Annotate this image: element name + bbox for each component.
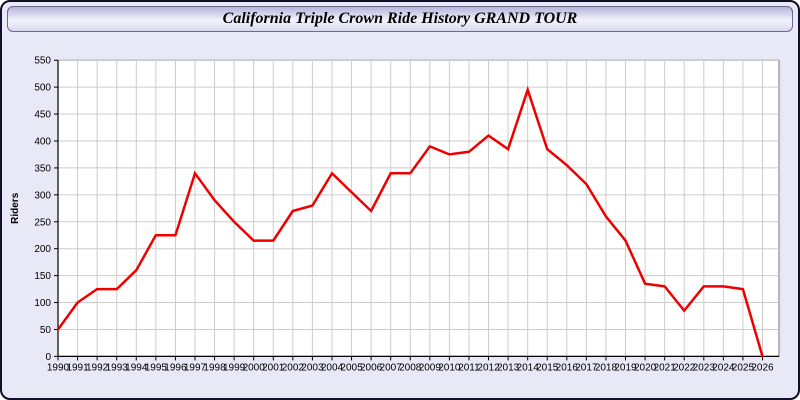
svg-text:2025: 2025 (732, 362, 755, 373)
svg-text:1997: 1997 (184, 362, 207, 373)
svg-text:550: 550 (34, 56, 51, 67)
svg-text:2026: 2026 (751, 362, 774, 373)
svg-text:300: 300 (34, 190, 51, 201)
svg-text:2024: 2024 (712, 362, 735, 373)
svg-text:2003: 2003 (301, 362, 324, 373)
svg-text:50: 50 (40, 325, 52, 336)
svg-text:2008: 2008 (399, 362, 422, 373)
x-axis-labels: 1990199119921993199419951996199719981999… (47, 356, 774, 373)
svg-text:2007: 2007 (380, 362, 403, 373)
svg-text:2021: 2021 (654, 362, 677, 373)
svg-text:2004: 2004 (321, 362, 344, 373)
svg-text:1996: 1996 (164, 362, 187, 373)
svg-text:200: 200 (34, 244, 51, 255)
svg-text:1998: 1998 (203, 362, 226, 373)
svg-text:1995: 1995 (145, 362, 168, 373)
svg-text:2010: 2010 (438, 362, 461, 373)
svg-text:2011: 2011 (458, 362, 480, 373)
chart-title: California Triple Crown Ride History GRA… (222, 10, 578, 27)
svg-text:2018: 2018 (595, 362, 618, 373)
svg-text:2006: 2006 (360, 362, 383, 373)
svg-text:2023: 2023 (693, 362, 716, 373)
svg-text:2020: 2020 (634, 362, 657, 373)
svg-text:2005: 2005 (340, 362, 363, 373)
svg-text:500: 500 (34, 83, 51, 94)
svg-text:1990: 1990 (47, 362, 70, 373)
grid (58, 59, 779, 357)
svg-text:2014: 2014 (517, 362, 540, 373)
svg-text:1991: 1991 (66, 362, 89, 373)
svg-text:2012: 2012 (477, 362, 500, 373)
svg-text:2019: 2019 (614, 362, 637, 373)
svg-text:400: 400 (34, 136, 51, 147)
svg-text:450: 450 (34, 110, 51, 121)
title-bar: California Triple Crown Ride History GRA… (7, 6, 793, 32)
data-line-riders (56, 85, 764, 358)
svg-text:1999: 1999 (223, 362, 246, 373)
svg-text:2002: 2002 (282, 362, 305, 373)
svg-text:2013: 2013 (497, 362, 520, 373)
svg-text:2016: 2016 (556, 362, 579, 373)
svg-text:1992: 1992 (86, 362, 109, 373)
svg-text:100: 100 (34, 298, 51, 309)
plot-area (57, 59, 780, 357)
svg-text:2009: 2009 (419, 362, 442, 373)
svg-text:150: 150 (34, 271, 51, 282)
y-axis-title: Riders (10, 192, 21, 224)
y-axis-labels: 0 50 100 150 200 250 300 350 400 450 500 550 (34, 56, 58, 363)
svg-text:2022: 2022 (673, 362, 696, 373)
axes (57, 60, 779, 357)
svg-text:0: 0 (45, 352, 51, 363)
svg-text:2017: 2017 (575, 362, 598, 373)
svg-text:2015: 2015 (536, 362, 559, 373)
svg-text:1993: 1993 (106, 362, 129, 373)
svg-text:250: 250 (34, 217, 51, 228)
svg-text:2001: 2001 (262, 362, 285, 373)
svg-text:1994: 1994 (125, 362, 148, 373)
svg-text:350: 350 (34, 163, 51, 174)
svg-text:2000: 2000 (243, 362, 266, 373)
